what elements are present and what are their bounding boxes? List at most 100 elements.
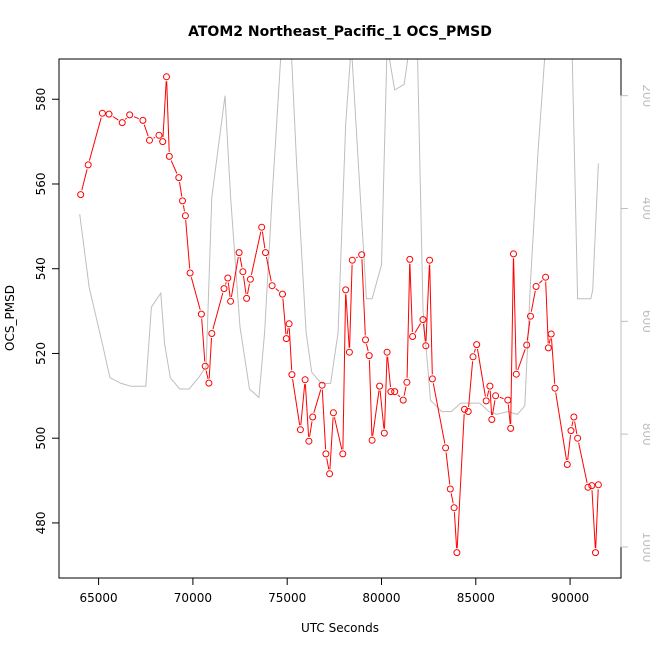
plot-frame xyxy=(58,58,622,579)
pmsd-segment xyxy=(368,360,373,436)
pmsd-point xyxy=(282,335,290,343)
pmsd-segment xyxy=(205,370,209,379)
pmsd-segment xyxy=(261,231,266,249)
pmsd-segment xyxy=(333,417,343,450)
pmsd-point xyxy=(570,413,578,421)
pmsd-segment xyxy=(292,379,301,426)
pmsd-point xyxy=(268,282,276,290)
pmsd-segment xyxy=(453,512,458,549)
pmsd-point xyxy=(235,249,243,257)
pmsd-segment xyxy=(88,117,102,161)
pmsd-point xyxy=(442,444,450,452)
pmsd-segment xyxy=(555,392,567,461)
pmsd-segment xyxy=(530,290,536,312)
pmsd-point xyxy=(342,286,350,294)
y-axis-left: 480 500 520 540 560 580 xyxy=(34,88,60,534)
pmsd-segment xyxy=(414,323,422,333)
pmsd-point xyxy=(309,413,317,421)
pmsd-point xyxy=(383,348,391,356)
y-tick-label: 520 xyxy=(34,342,48,365)
pmsd-segment xyxy=(499,396,504,400)
pmsd-segment xyxy=(190,277,201,310)
pmsd-segment xyxy=(230,257,239,297)
pmsd-segment xyxy=(513,258,517,370)
pmsd-point xyxy=(118,119,126,127)
pmsd-segment xyxy=(492,400,496,416)
x-tick-label: 75000 xyxy=(268,591,306,605)
pmsd-point xyxy=(450,504,458,512)
pmsd-point xyxy=(84,161,92,169)
pmsd-point xyxy=(563,461,571,468)
pmsd-point xyxy=(345,348,353,356)
pmsd-point xyxy=(551,384,559,392)
pmsd-segment xyxy=(384,356,388,429)
pmsd-segment xyxy=(153,136,156,139)
pmsd-point xyxy=(246,275,254,283)
pmsd-point xyxy=(348,256,356,264)
pmsd-segment xyxy=(282,298,287,335)
pmsd-segment xyxy=(591,490,596,549)
pmsd-segment xyxy=(366,344,369,352)
pmsd-point xyxy=(507,424,515,432)
pmsd-point xyxy=(532,283,540,290)
x-tick-label: 85000 xyxy=(457,591,495,605)
pmsd-segment xyxy=(486,390,490,397)
pmsd-segment xyxy=(313,389,322,413)
pmsd-segment xyxy=(288,328,293,371)
pmsd-point xyxy=(285,320,293,328)
pmsd-point xyxy=(473,341,481,349)
pmsd-point xyxy=(201,362,209,370)
pmsd-point xyxy=(305,437,313,445)
pmsd-segment xyxy=(445,452,451,485)
pmsd-point xyxy=(504,396,512,404)
pmsd-point xyxy=(362,336,369,344)
pmsd-point xyxy=(588,482,596,490)
pmsd-segment xyxy=(326,458,330,470)
depth-series xyxy=(79,59,599,415)
pmsd-point xyxy=(453,549,461,557)
pmsd-point xyxy=(592,549,599,557)
pmsd-point xyxy=(296,426,304,434)
pmsd-segment xyxy=(409,263,413,333)
pmsd-point xyxy=(139,116,147,124)
pmsd-segment xyxy=(379,390,385,429)
pmsd-segment xyxy=(321,389,327,450)
pmsd-segment xyxy=(275,288,280,292)
y-axis-label: OCS_PMSD xyxy=(3,285,17,351)
pmsd-point xyxy=(542,273,550,281)
pmsd-segment xyxy=(225,282,227,285)
pmsd-point xyxy=(512,370,520,378)
pmsd-point xyxy=(326,470,334,478)
pmsd-segment xyxy=(406,263,411,378)
pmsd-point xyxy=(426,256,434,264)
pmsd-segment xyxy=(247,283,250,295)
pmsd-segment xyxy=(567,434,571,461)
pmsd-point xyxy=(197,310,205,318)
pmsd-point xyxy=(126,111,134,119)
pmsd-point xyxy=(155,131,163,139)
pmsd-point xyxy=(227,297,235,305)
pmsd-point xyxy=(208,330,216,337)
pmsd-segment xyxy=(166,81,170,152)
pmsd-point xyxy=(220,285,228,293)
pmsd-point xyxy=(186,269,194,277)
pmsd-segment xyxy=(208,337,212,379)
pmsd-point xyxy=(419,316,427,324)
pmsd-point xyxy=(301,376,309,384)
pmsd-segment xyxy=(300,384,306,426)
pmsd-segment xyxy=(538,280,543,284)
pmsd-segment xyxy=(309,421,313,437)
pmsd-segment xyxy=(571,421,574,427)
pmsd-segment xyxy=(429,264,433,375)
pmsd-segment xyxy=(81,169,88,191)
pmsd-point xyxy=(181,212,189,220)
pmsd-point xyxy=(239,268,247,276)
pmsd-point xyxy=(98,109,106,117)
pmsd-point xyxy=(428,375,436,383)
pmsd-point xyxy=(461,405,468,413)
x-axis-label: UTC Seconds xyxy=(301,621,379,635)
pmsd-point xyxy=(224,274,232,282)
pmsd-point xyxy=(446,485,454,493)
pmsd-segment xyxy=(397,394,401,398)
